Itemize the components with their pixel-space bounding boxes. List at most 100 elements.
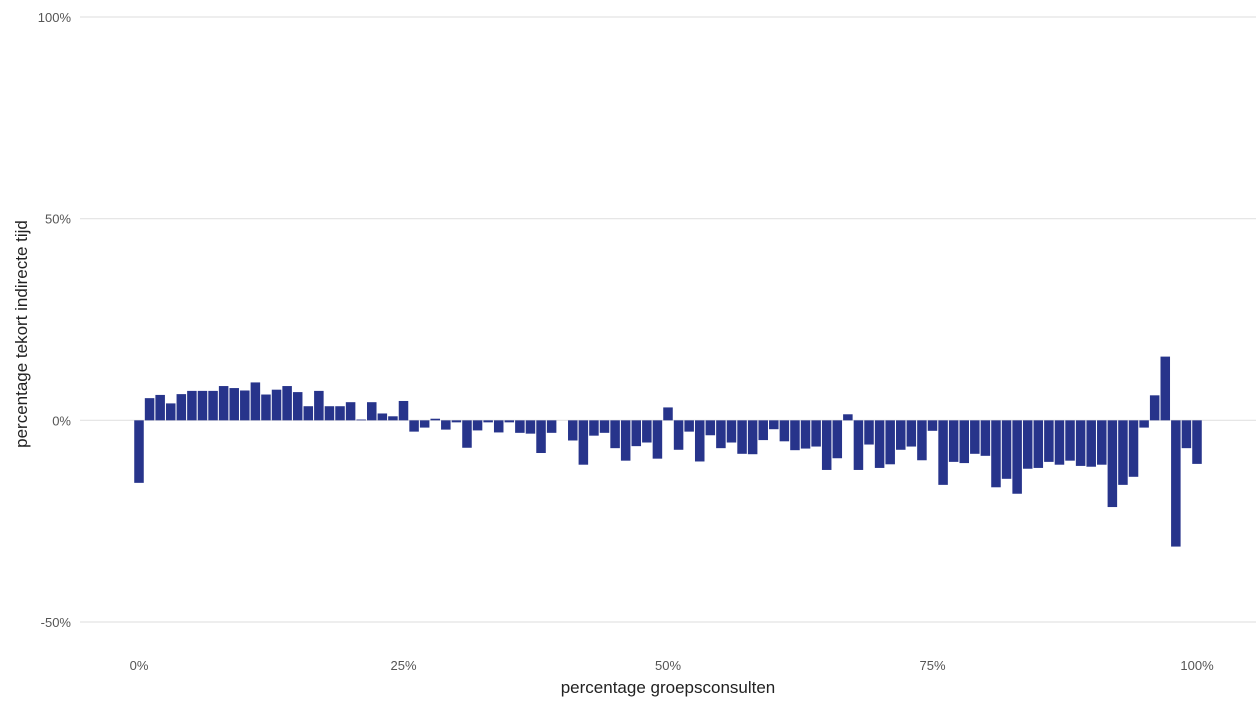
bar [1171, 420, 1181, 547]
bar [282, 386, 292, 421]
bar [1149, 395, 1160, 421]
bar [673, 420, 684, 450]
bar [398, 400, 409, 421]
bar [864, 420, 874, 445]
bar [208, 390, 218, 421]
bar [409, 420, 419, 432]
bar [134, 420, 144, 483]
bar [345, 402, 356, 421]
bar [652, 420, 663, 459]
bar [314, 390, 324, 421]
bar [747, 420, 758, 455]
bar [1001, 420, 1012, 479]
bar [790, 420, 800, 451]
bar [504, 420, 515, 423]
bar [536, 420, 546, 454]
bar [165, 403, 176, 421]
bar [388, 416, 398, 421]
bar [1086, 420, 1096, 467]
y-axis-title: percentage tekort indirecte tijd [12, 220, 31, 448]
bar [1022, 420, 1033, 469]
bar [472, 420, 483, 431]
bar [948, 420, 959, 462]
bar [240, 390, 250, 421]
bar [1097, 420, 1107, 465]
bar [366, 402, 377, 421]
bar [906, 420, 917, 447]
y-tick-label: 0% [52, 413, 71, 428]
x-tick-label: 50% [655, 658, 681, 673]
bar [1128, 420, 1139, 477]
bar [176, 394, 187, 421]
x-axis-tick-labels: 0% 25% 50% 75% 100% [130, 658, 1214, 673]
bar [218, 386, 229, 421]
bar [938, 420, 948, 485]
bar [811, 420, 821, 447]
bar [1160, 356, 1171, 421]
bar [1012, 420, 1022, 494]
bar [843, 414, 853, 421]
bar [1033, 420, 1044, 468]
bar [525, 420, 536, 434]
bar [250, 382, 261, 421]
bar [642, 420, 652, 443]
y-tick-label: -50% [41, 615, 72, 630]
bar [578, 420, 589, 465]
bar [430, 418, 441, 421]
bar [229, 388, 239, 421]
bar [441, 420, 451, 430]
bar [684, 420, 694, 432]
bar [493, 420, 504, 433]
bar [885, 420, 895, 465]
bar [917, 420, 927, 461]
bar [462, 420, 472, 448]
gridlines [80, 16, 1256, 623]
bar [610, 420, 620, 449]
bar [1139, 420, 1149, 428]
bar [980, 420, 991, 456]
bar [1192, 420, 1202, 464]
bar [726, 420, 737, 443]
bar [769, 420, 779, 430]
bar [853, 420, 864, 470]
bar [303, 406, 314, 421]
bar [144, 398, 155, 421]
bar [991, 420, 1001, 488]
bar [451, 420, 462, 423]
bar [515, 420, 525, 433]
bar [1118, 420, 1128, 485]
bar [1065, 420, 1075, 461]
bar [377, 413, 388, 421]
bar [1181, 420, 1192, 449]
bar [620, 420, 631, 461]
bar [324, 406, 335, 421]
bar [1107, 420, 1118, 508]
y-tick-label: 100% [38, 10, 72, 25]
bar [895, 420, 906, 450]
x-axis-title: percentage groepsconsulten [561, 678, 776, 697]
bar [356, 419, 366, 421]
bar [970, 420, 980, 454]
x-tick-label: 100% [1180, 658, 1214, 673]
bar [737, 420, 747, 454]
bar [483, 420, 493, 423]
bar [292, 392, 303, 421]
bar [758, 420, 768, 441]
x-tick-label: 25% [390, 658, 416, 673]
y-tick-label: 50% [45, 212, 71, 227]
bar [800, 420, 811, 449]
bar [716, 420, 726, 449]
bar [1044, 420, 1054, 462]
bar [821, 420, 832, 470]
bar [599, 420, 610, 433]
y-axis-tick-labels: -50% 0% 50% 100% [38, 10, 72, 630]
bar [187, 390, 197, 421]
bar [927, 420, 938, 431]
bar [705, 420, 716, 436]
bar [631, 420, 642, 447]
bar [694, 420, 705, 462]
bar [589, 420, 599, 436]
bar [832, 420, 843, 459]
bar [1075, 420, 1086, 466]
